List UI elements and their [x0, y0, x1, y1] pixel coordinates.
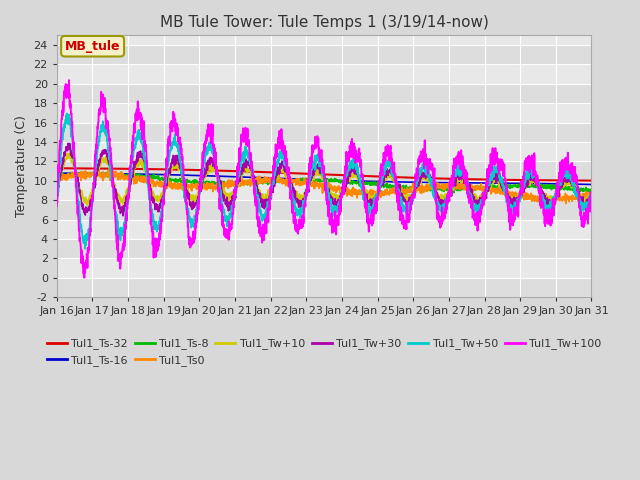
Legend: Tul1_Ts-32, Tul1_Ts-16, Tul1_Ts-8, Tul1_Ts0, Tul1_Tw+10, Tul1_Tw+30, Tul1_Tw+50,: Tul1_Ts-32, Tul1_Ts-16, Tul1_Ts-8, Tul1_…: [43, 334, 605, 370]
Bar: [57, 45, 591, 64]
Bar: [57, 161, 591, 181]
Y-axis label: Temperature (C): Temperature (C): [15, 115, 28, 217]
Title: MB Tule Tower: Tule Temps 1 (3/19/14-now): MB Tule Tower: Tule Temps 1 (3/19/14-now…: [160, 15, 488, 30]
Bar: [57, 278, 591, 297]
Bar: [57, 123, 591, 142]
Text: MB_tule: MB_tule: [65, 40, 120, 53]
Bar: [57, 239, 591, 258]
Bar: [57, 84, 591, 103]
Bar: [57, 200, 591, 220]
